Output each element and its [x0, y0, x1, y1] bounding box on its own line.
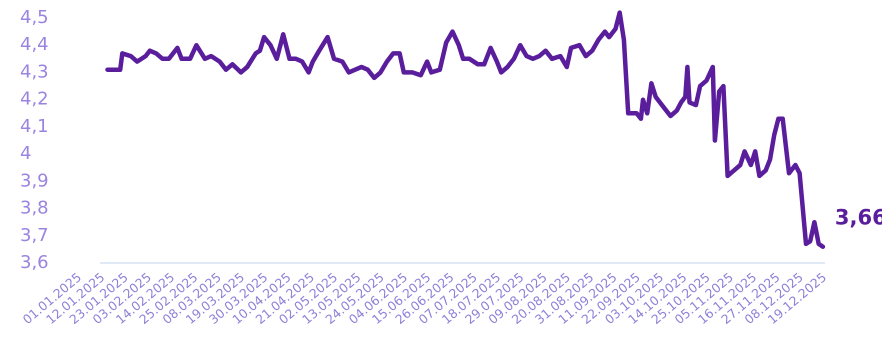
value-annotation: 3,66 — [835, 206, 882, 230]
y-tick-label: 3,8 — [20, 198, 49, 219]
y-tick-label: 4 — [20, 143, 31, 164]
y-tick-label: 4,1 — [20, 116, 49, 137]
y-tick-label: 4,4 — [20, 34, 49, 55]
y-tick-label: 4,5 — [20, 7, 49, 28]
y-tick-label: 3,6 — [20, 252, 49, 273]
y-tick-label: 4,2 — [20, 89, 49, 110]
y-tick-label: 3,9 — [20, 170, 49, 191]
y-tick-label: 4,3 — [20, 61, 49, 82]
y-tick-label: 3,7 — [20, 225, 49, 246]
line-series — [105, 10, 826, 249]
